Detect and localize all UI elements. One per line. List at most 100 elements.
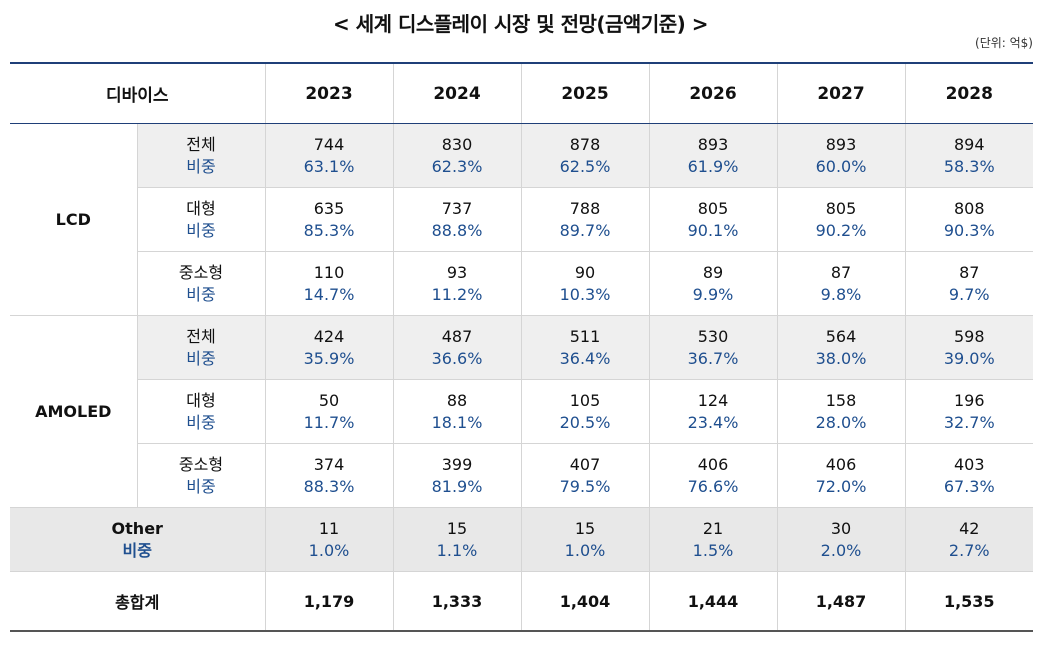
value-text: 564: [825, 326, 857, 346]
share-text: 비중: [122, 540, 152, 560]
total-row: 총합계 1,179 1,333 1,404 1,444 1,487 1,535: [10, 571, 1033, 632]
value-cell: 89 9.9%: [648, 251, 777, 316]
value-text: 15: [574, 518, 596, 538]
value-cell: 805 90.1%: [648, 187, 777, 252]
value-text: 878: [569, 134, 601, 154]
share-text: 90.3%: [943, 220, 995, 240]
value-text: 737: [441, 198, 473, 218]
share-text: 35.9%: [303, 348, 355, 368]
share-text: 비중: [186, 156, 216, 176]
share-text: 90.2%: [815, 220, 867, 240]
device-label: LCD: [10, 123, 137, 316]
value-text: 744: [313, 134, 345, 154]
value-text: 105: [569, 390, 601, 410]
value-text: 635: [313, 198, 345, 218]
other-label: Other 비중: [10, 507, 265, 572]
value-text: 805: [825, 198, 857, 218]
share-text: 20.5%: [559, 412, 611, 432]
value-text: 598: [953, 326, 985, 346]
value-text: 196: [953, 390, 985, 410]
share-text: 28.0%: [815, 412, 867, 432]
value-cell: 893 60.0%: [776, 123, 905, 188]
table-title: < 세계 디스플레이 시장 및 전망(금액기준) >: [333, 12, 708, 36]
value-cell: 110 14.7%: [264, 251, 393, 316]
value-cell: 87 9.8%: [776, 251, 905, 316]
share-text: 11.7%: [303, 412, 355, 432]
share-text: 88.3%: [303, 476, 355, 496]
value-text: 406: [825, 454, 857, 474]
segment-label: 중소형 비중: [136, 443, 265, 508]
share-text: 89.7%: [559, 220, 611, 240]
value-text: 374: [313, 454, 345, 474]
other-row: Other 비중 11 1.0% 15 1.1% 15 1.0% 21 1.5% 30 2.0% 42 2…: [10, 507, 1033, 572]
share-text: 38.0%: [815, 348, 867, 368]
value-cell: 788 89.7%: [520, 187, 649, 252]
share-text: 9.7%: [948, 284, 990, 304]
value-cell: 805 90.2%: [776, 187, 905, 252]
value-text: 110: [313, 262, 345, 282]
value-text: 42: [959, 518, 980, 538]
share-text: 비중: [186, 220, 216, 240]
share-text: 88.8%: [431, 220, 483, 240]
segment-label: 대형 비중: [136, 187, 265, 252]
value-cell: 196 32.7%: [904, 379, 1033, 444]
segment-label: 전체 비중: [136, 123, 265, 188]
value-cell: 30 2.0%: [776, 507, 905, 572]
share-text: 62.5%: [559, 156, 611, 176]
segment-label: 대형 비중: [136, 379, 265, 444]
share-text: 비중: [186, 348, 216, 368]
value-text: 전체: [186, 326, 216, 346]
share-text: 72.0%: [815, 476, 867, 496]
share-text: 비중: [186, 284, 216, 304]
header-year: 2025: [520, 63, 649, 124]
value-cell: 744 63.1%: [264, 123, 393, 188]
value-text: 87: [830, 262, 852, 282]
value-cell: 530 36.7%: [648, 315, 777, 380]
share-text: 76.6%: [687, 476, 739, 496]
value-cell: 50 11.7%: [264, 379, 393, 444]
value-cell: 124 23.4%: [648, 379, 777, 444]
share-text: 1.0%: [564, 540, 606, 560]
display-market-table: 디바이스 2023 2024 2025 2026 2027 2028 LCD 전체…: [10, 62, 1033, 632]
value-text: 대형: [186, 198, 216, 218]
value-text: 90: [574, 262, 596, 282]
value-cell: 87 9.7%: [904, 251, 1033, 316]
value-text: 88: [446, 390, 468, 410]
value-cell: 88 18.1%: [392, 379, 521, 444]
device-label: AMOLED: [10, 315, 137, 508]
value-text: 406: [697, 454, 729, 474]
total-label: 총합계: [10, 571, 265, 632]
share-text: 36.7%: [687, 348, 739, 368]
value-text: 893: [697, 134, 729, 154]
value-cell: 598 39.0%: [904, 315, 1033, 380]
share-text: 18.1%: [431, 412, 483, 432]
share-text: 67.3%: [943, 476, 995, 496]
value-cell: 424 35.9%: [264, 315, 393, 380]
value-text: 중소형: [178, 262, 224, 282]
share-text: 32.7%: [943, 412, 995, 432]
value-text: 487: [441, 326, 473, 346]
value-cell: 403 67.3%: [904, 443, 1033, 508]
value-text: 808: [953, 198, 985, 218]
table-row: 대형 비중 635 85.3% 737 88.8% 788 89.7% 805 90.1% 805 9…: [10, 187, 1033, 252]
share-text: 63.1%: [303, 156, 355, 176]
value-text: 대형: [186, 390, 216, 410]
value-text: 21: [702, 518, 724, 538]
total-value: 1,179: [264, 571, 393, 632]
share-text: 58.3%: [943, 156, 995, 176]
value-cell: 511 36.4%: [520, 315, 649, 380]
unit-note: (단위: 억$): [975, 36, 1033, 50]
table-row: 중소형 비중 110 14.7% 93 11.2% 90 10.3% 89 9.9% 87 9.8% 8…: [10, 251, 1033, 316]
value-text: 전체: [186, 134, 216, 154]
share-text: 61.9%: [687, 156, 739, 176]
share-text: 1.5%: [692, 540, 734, 560]
share-text: 11.2%: [431, 284, 483, 304]
value-text: 805: [697, 198, 729, 218]
total-value: 1,333: [392, 571, 521, 632]
value-text: 89: [702, 262, 724, 282]
table-row: LCD 전체 비중 744 63.1% 830 62.3% 878 62.5% 893 61.9% 8…: [10, 123, 1033, 316]
table-row: 중소형 비중 374 88.3% 399 81.9% 407 79.5% 406 76.6% 406…: [10, 443, 1033, 508]
table-row: 대형 비중 50 11.7% 88 18.1% 105 20.5% 124 23.4% 158 28.…: [10, 379, 1033, 444]
table-row: AMOLED 전체 비중 424 35.9% 487 36.6% 511 36.4% 530 36.…: [10, 315, 1033, 508]
total-value: 1,444: [648, 571, 777, 632]
